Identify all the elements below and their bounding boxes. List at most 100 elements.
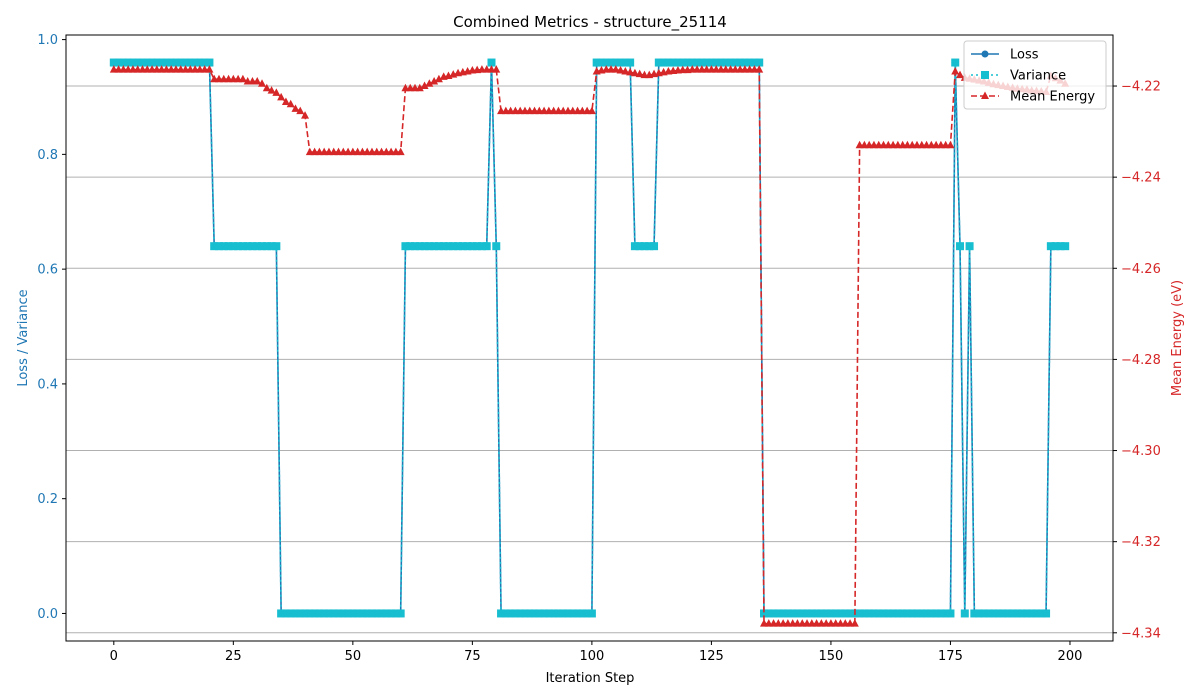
variance-point bbox=[191, 58, 200, 67]
variance-point bbox=[659, 58, 668, 67]
energy-point bbox=[430, 76, 439, 85]
energy-point bbox=[267, 86, 276, 94]
variance-point bbox=[176, 58, 185, 67]
y-right-tick-label: −4.28 bbox=[1121, 353, 1161, 368]
energy-point bbox=[238, 74, 247, 83]
legend-label: Variance bbox=[1010, 69, 1066, 84]
variance-point bbox=[865, 609, 874, 618]
variance-point bbox=[568, 609, 577, 618]
y-left-tick-label: 0.8 bbox=[37, 148, 58, 163]
energy-line bbox=[113, 68, 1066, 625]
y-axis-left: 0.0 0.2 0.4 0.6 0.8 1.0 bbox=[37, 33, 66, 622]
variance-point bbox=[855, 609, 864, 618]
y-left-tick-label: 0.2 bbox=[37, 492, 58, 507]
plot-frame bbox=[65, 34, 1114, 642]
variance-point bbox=[535, 609, 544, 618]
variance-point bbox=[334, 609, 343, 618]
y-left-tick-label: 1.0 bbox=[37, 33, 58, 48]
variance-point bbox=[731, 58, 740, 67]
energy-point bbox=[420, 81, 429, 90]
variance-point bbox=[171, 58, 180, 67]
variance-point bbox=[391, 609, 400, 618]
variance-point bbox=[463, 242, 472, 251]
variance-point bbox=[530, 609, 539, 618]
variance-point bbox=[822, 609, 831, 618]
variance-point bbox=[836, 609, 845, 618]
variance-point bbox=[329, 609, 338, 618]
variance-point bbox=[769, 609, 778, 618]
y-right-tick-label: −4.24 bbox=[1121, 171, 1161, 186]
variance-point bbox=[210, 242, 219, 251]
x-axis: 0 25 50 75 100 125 150 175 200 bbox=[110, 641, 1082, 664]
variance-point bbox=[559, 609, 568, 618]
variance-point bbox=[683, 58, 692, 67]
variance-point bbox=[994, 609, 1003, 618]
variance-point bbox=[1046, 242, 1055, 251]
variance-point bbox=[673, 58, 682, 67]
variance-point bbox=[262, 242, 271, 251]
x-tick-label: 100 bbox=[579, 649, 604, 664]
variance-point bbox=[965, 242, 974, 251]
variance-point bbox=[238, 242, 247, 251]
variance-point bbox=[501, 609, 510, 618]
variance-point bbox=[879, 609, 888, 618]
x-tick-label: 50 bbox=[345, 649, 362, 664]
variance-point bbox=[234, 242, 243, 251]
variance-point bbox=[736, 58, 745, 67]
x-tick-label: 25 bbox=[225, 649, 242, 664]
variance-point bbox=[420, 242, 429, 251]
plot-area bbox=[109, 58, 1070, 627]
variance-point bbox=[544, 609, 553, 618]
variance-point bbox=[148, 58, 157, 67]
variance-point bbox=[573, 609, 582, 618]
variance-point bbox=[602, 58, 611, 67]
variance-point bbox=[793, 609, 802, 618]
y-right-tick-label: −4.34 bbox=[1121, 626, 1161, 641]
x-tick-label: 150 bbox=[819, 649, 844, 664]
variance-point bbox=[286, 609, 295, 618]
variance-point bbox=[353, 609, 362, 618]
variance-point bbox=[315, 609, 324, 618]
variance-point bbox=[425, 242, 434, 251]
variance-point bbox=[669, 58, 678, 67]
variance-point bbox=[138, 58, 147, 67]
variance-point bbox=[898, 609, 907, 618]
variance-point bbox=[272, 242, 281, 251]
variance-point bbox=[1037, 609, 1046, 618]
energy-point bbox=[253, 76, 262, 85]
variance-point bbox=[999, 609, 1008, 618]
variance-point bbox=[893, 609, 902, 618]
energy-point bbox=[415, 83, 424, 92]
variance-point bbox=[869, 609, 878, 618]
variance-point bbox=[826, 609, 835, 618]
variance-point bbox=[506, 609, 515, 618]
variance-point bbox=[783, 609, 792, 618]
variance-point bbox=[195, 58, 204, 67]
variance-point bbox=[157, 58, 166, 67]
variance-point bbox=[320, 609, 329, 618]
variance-point bbox=[372, 609, 381, 618]
variance-point bbox=[578, 609, 587, 618]
variance-point bbox=[874, 609, 883, 618]
x-tick-label: 75 bbox=[464, 649, 481, 664]
variance-point bbox=[807, 609, 816, 618]
variance-point bbox=[922, 609, 931, 618]
variance-point bbox=[755, 58, 764, 67]
variance-point bbox=[927, 609, 936, 618]
x-tick-label: 175 bbox=[938, 649, 963, 664]
variance-point bbox=[387, 609, 396, 618]
legend-marker bbox=[981, 50, 989, 58]
variance-point bbox=[540, 609, 549, 618]
legend-item: Variance bbox=[971, 69, 1066, 84]
variance-point bbox=[114, 58, 123, 67]
variance-point bbox=[439, 242, 448, 251]
variance-point bbox=[382, 609, 391, 618]
legend-marker bbox=[981, 91, 989, 99]
variance-point bbox=[167, 58, 176, 67]
variance-point bbox=[592, 58, 601, 67]
legend: Loss Variance Mean Energy bbox=[963, 40, 1107, 110]
variance-point bbox=[984, 609, 993, 618]
variance-point bbox=[812, 609, 821, 618]
variance-point bbox=[908, 609, 917, 618]
energy-point bbox=[281, 97, 290, 105]
